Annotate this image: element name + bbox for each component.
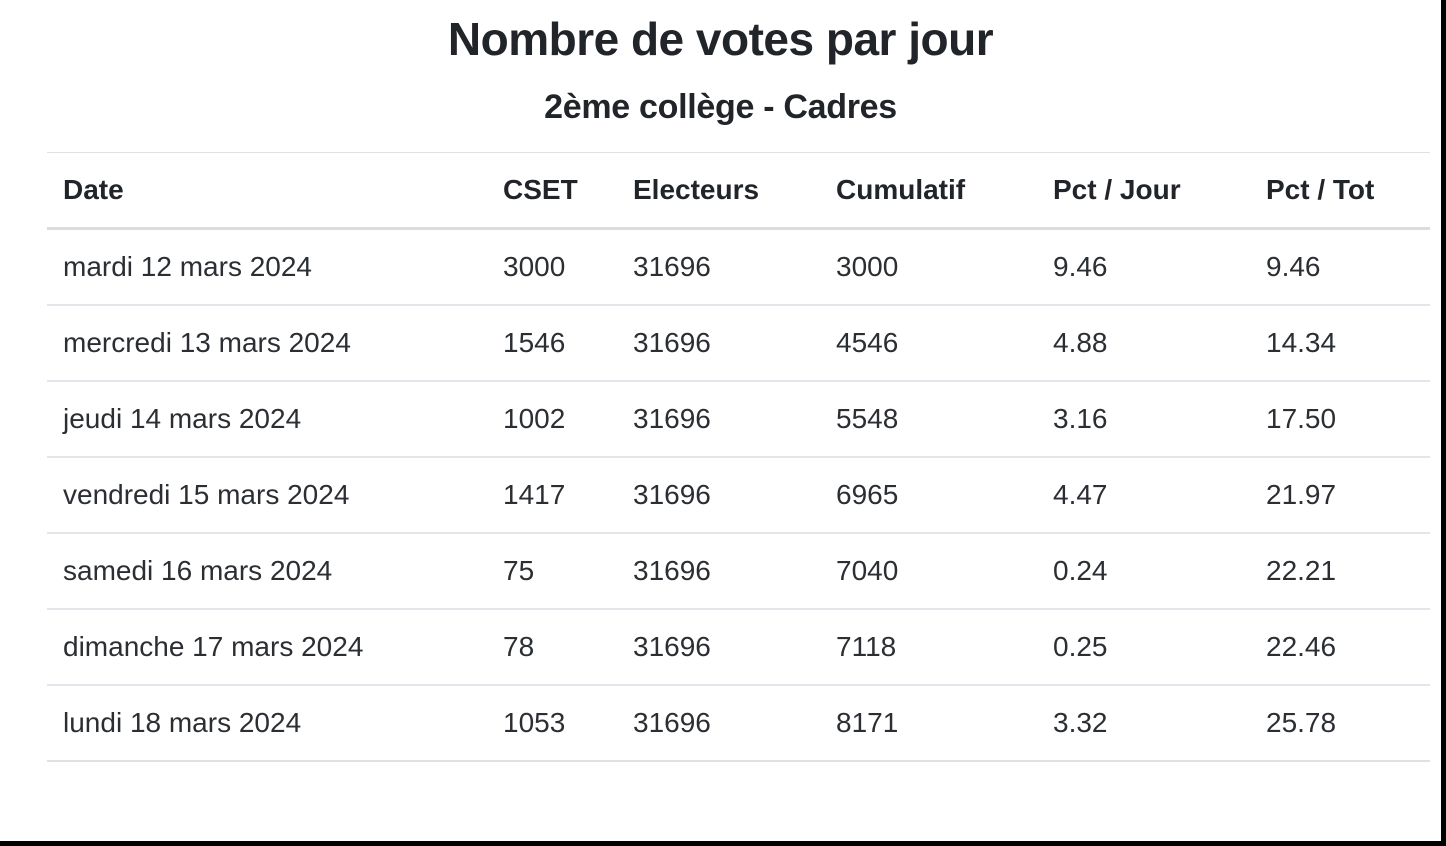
cell-cset: 3000 [487, 228, 617, 306]
cell-cset: 1417 [487, 457, 617, 534]
header-electeurs: Electeurs [617, 152, 820, 230]
cell-date: samedi 16 mars 2024 [47, 533, 487, 610]
cell-date: jeudi 14 mars 2024 [47, 381, 487, 458]
cell-pct-tot: 22.46 [1250, 609, 1430, 686]
cell-cset: 1546 [487, 305, 617, 382]
table-row: mercredi 13 mars 2024 1546 31696 4546 4.… [47, 305, 1430, 382]
report-header: Nombre de votes par jour 2ème collège - … [0, 12, 1441, 127]
cell-pct-tot: 21.97 [1250, 457, 1430, 534]
header-pct-jour: Pct / Jour [1037, 152, 1250, 230]
cell-cumulatif: 7118 [820, 609, 1037, 686]
cell-pct-jour: 0.24 [1037, 533, 1250, 610]
cell-date: lundi 18 mars 2024 [47, 685, 487, 762]
cell-date: dimanche 17 mars 2024 [47, 609, 487, 686]
cell-electeurs: 31696 [617, 228, 820, 306]
cell-pct-tot: 9.46 [1250, 228, 1430, 306]
cell-pct-jour: 3.16 [1037, 381, 1250, 458]
cell-electeurs: 31696 [617, 685, 820, 762]
header-cumulatif: Cumulatif [820, 152, 1037, 230]
cell-cumulatif: 6965 [820, 457, 1037, 534]
cell-pct-tot: 22.21 [1250, 533, 1430, 610]
cell-cset: 1053 [487, 685, 617, 762]
table-row: samedi 16 mars 2024 75 31696 7040 0.24 2… [47, 533, 1430, 610]
cell-pct-jour: 4.88 [1037, 305, 1250, 382]
cell-cset: 75 [487, 533, 617, 610]
cell-electeurs: 31696 [617, 381, 820, 458]
cell-cumulatif: 5548 [820, 381, 1037, 458]
header-date: Date [47, 152, 487, 230]
header-pct-tot: Pct / Tot [1250, 152, 1430, 230]
cell-date: mardi 12 mars 2024 [47, 228, 487, 306]
cell-pct-tot: 25.78 [1250, 685, 1430, 762]
table-header-row: Date CSET Electeurs Cumulatif Pct / Jour… [47, 152, 1430, 230]
cell-pct-jour: 3.32 [1037, 685, 1250, 762]
cell-electeurs: 31696 [617, 305, 820, 382]
votes-table: Date CSET Electeurs Cumulatif Pct / Jour… [47, 152, 1430, 762]
cell-cumulatif: 7040 [820, 533, 1037, 610]
cell-cset: 78 [487, 609, 617, 686]
cell-pct-jour: 9.46 [1037, 228, 1250, 306]
cell-pct-jour: 4.47 [1037, 457, 1250, 534]
cell-pct-tot: 14.34 [1250, 305, 1430, 382]
cell-electeurs: 31696 [617, 533, 820, 610]
table-row: lundi 18 mars 2024 1053 31696 8171 3.32 … [47, 685, 1430, 762]
cell-date: vendredi 15 mars 2024 [47, 457, 487, 534]
header-cset: CSET [487, 152, 617, 230]
cell-electeurs: 31696 [617, 609, 820, 686]
table-row: dimanche 17 mars 2024 78 31696 7118 0.25… [47, 609, 1430, 686]
cell-cumulatif: 4546 [820, 305, 1037, 382]
cell-date: mercredi 13 mars 2024 [47, 305, 487, 382]
table-row: jeudi 14 mars 2024 1002 31696 5548 3.16 … [47, 381, 1430, 458]
cell-pct-jour: 0.25 [1037, 609, 1250, 686]
cell-cumulatif: 8171 [820, 685, 1037, 762]
cell-electeurs: 31696 [617, 457, 820, 534]
table-row: vendredi 15 mars 2024 1417 31696 6965 4.… [47, 457, 1430, 534]
page-title: Nombre de votes par jour [447, 13, 994, 65]
cell-cumulatif: 3000 [820, 228, 1037, 306]
votes-table-container: Date CSET Electeurs Cumulatif Pct / Jour… [47, 152, 1430, 762]
page-subtitle: 2ème collège - Cadres [544, 88, 897, 126]
table-row: mardi 12 mars 2024 3000 31696 3000 9.46 … [47, 228, 1430, 306]
cell-pct-tot: 17.50 [1250, 381, 1430, 458]
cell-cset: 1002 [487, 381, 617, 458]
